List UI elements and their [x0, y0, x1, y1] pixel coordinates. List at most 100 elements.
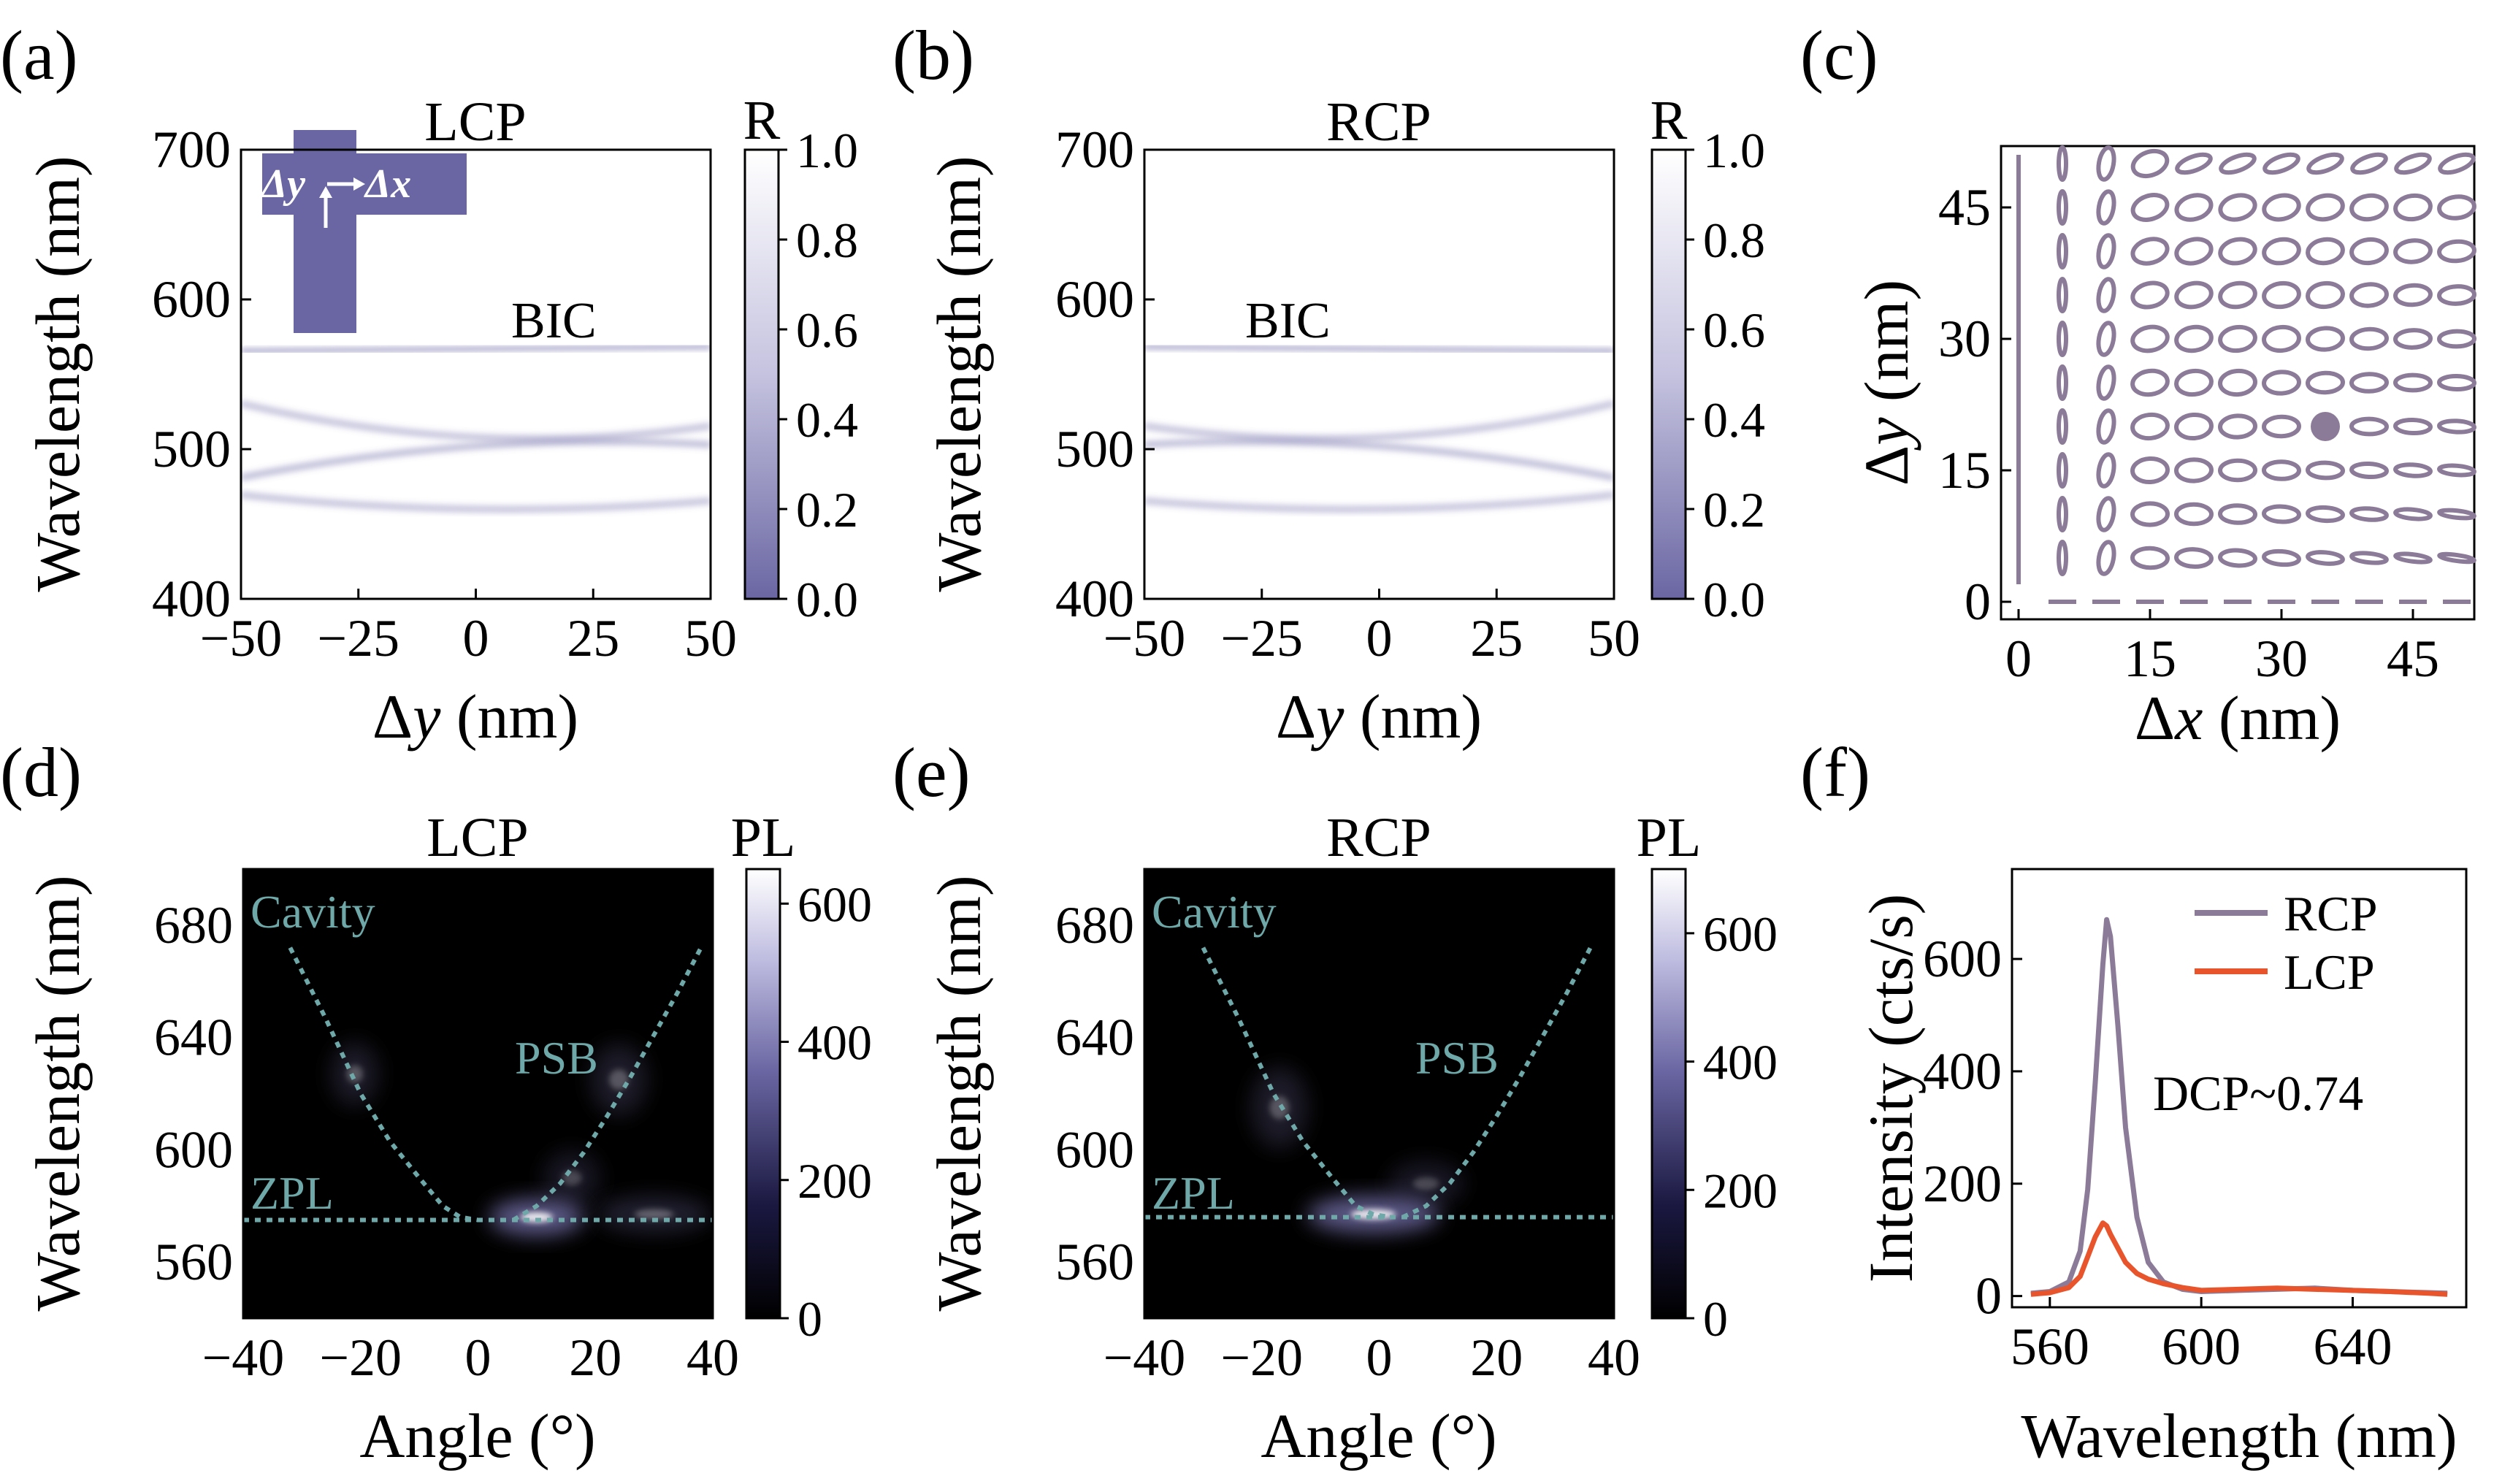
- polarization-ellipse: [2393, 507, 2433, 521]
- polarization-ellipse: [2349, 326, 2389, 351]
- colorbar-ticks-a: 0.0 0.2 0.4 0.6 0.8 1.0: [779, 123, 858, 627]
- polarization-ellipse: [2349, 416, 2389, 437]
- x-tick-label-c: 30: [2255, 630, 2308, 688]
- polarization-ellipse: [2219, 152, 2257, 175]
- polarization-ellipse: [2057, 408, 2068, 445]
- polarization-ellipse: [2057, 452, 2068, 489]
- annotation-cavity-e: Cavity: [1152, 886, 1277, 938]
- polarization-ellipse: [2096, 452, 2116, 489]
- annotation-bic-a: BIC: [511, 293, 597, 349]
- polarization-ellipse: [2438, 152, 2476, 175]
- polarization-ellipse: [2174, 412, 2214, 441]
- polarization-ellipse: [2306, 280, 2345, 310]
- title-a: LCP: [424, 91, 526, 153]
- reflectance-band-a: [241, 437, 711, 482]
- y-tick-label-e: 600: [1055, 1120, 1134, 1179]
- polarization-ellipse: [2096, 408, 2116, 445]
- colorbar-tick-label-e: 0: [1703, 1291, 1728, 1347]
- polarization-ellipse: [2393, 328, 2433, 350]
- polarization-ellipse: [2096, 496, 2116, 532]
- polarization-ellipse: [2174, 280, 2214, 310]
- polarization-ellipse: [2262, 504, 2301, 524]
- polarization-ellipse: [2130, 412, 2170, 441]
- colorbar-tick-label-a: 0.0: [796, 572, 858, 627]
- polarization-ellipse: [2306, 550, 2345, 566]
- dispersion-curves-d: [243, 946, 713, 1223]
- colorbar-tick-label-a: 0.4: [796, 392, 858, 448]
- y-tick-label-e: 560: [1055, 1233, 1134, 1291]
- pl-core: [346, 1065, 363, 1083]
- polarization-ellipse: [2057, 321, 2068, 357]
- legend-label-lcp: LCP: [2284, 944, 2375, 1000]
- structure-inset: Δy Δx: [260, 130, 467, 333]
- polarization-ellipse: [2437, 373, 2476, 392]
- polarization-ellipse: [2175, 152, 2213, 175]
- polarization-ellipse: [2174, 547, 2214, 569]
- polarization-ellipse: [2394, 152, 2432, 175]
- polarization-ellipse: [2306, 505, 2345, 524]
- polarization-ellipse: [2262, 237, 2301, 266]
- polarization-ellipse: [2437, 508, 2476, 521]
- y-tick-label-f: 0: [1975, 1267, 2002, 1326]
- polarization-ellipse: [2174, 324, 2214, 353]
- polarization-ellipse: [2057, 145, 2068, 182]
- polarization-ellipse: [2096, 189, 2116, 226]
- x-tick-label-e: −40: [1103, 1328, 1186, 1387]
- colorbar-label-e: PL: [1637, 807, 1702, 868]
- xlabel-d: Angle (°): [359, 1401, 595, 1471]
- polarization-ellipse: [2130, 368, 2170, 397]
- polarization-ellipse: [2218, 237, 2257, 266]
- polarization-ellipse: [2096, 233, 2116, 269]
- x-tick-label-b: 0: [1366, 609, 1393, 668]
- xlabel-f: Wavelength (nm): [2021, 1401, 2457, 1471]
- colorbar-tick-label-b: 1.0: [1703, 123, 1765, 178]
- x-tick-label-b: 50: [1588, 609, 1640, 668]
- panel-b: RCP BIC −50 −25 0 25 50 400 500 600 700 Waveleng…: [924, 90, 1765, 751]
- axes-b: −50 −25 0 25 50 400 500 600 700: [1055, 121, 1640, 668]
- polarization-ellipse: [2057, 496, 2068, 532]
- polarization-ellipse: [2349, 237, 2389, 266]
- polarization-ellipse: [2393, 551, 2433, 565]
- polarization-ellipse: [2096, 145, 2116, 182]
- polarization-ellipse: [2349, 193, 2389, 222]
- colorbar-tick-label-b: 0.8: [1703, 213, 1765, 268]
- x-tick-label-d: −20: [319, 1328, 402, 1387]
- colorbar-tick-label-b: 0.0: [1703, 572, 1765, 627]
- pl-core: [1269, 1096, 1290, 1120]
- x-tick-label-e: 0: [1366, 1328, 1393, 1387]
- colorbar-e: [1650, 868, 1687, 1320]
- polarization-ellipse: [2393, 462, 2433, 478]
- polarization-ellipse: [2174, 193, 2214, 222]
- x-tick-label-a: 25: [567, 609, 619, 668]
- y-tick-label-d: 640: [154, 1009, 233, 1067]
- colorbar-tick-label-a: 0.2: [796, 482, 858, 538]
- polarization-ellipse: [2349, 461, 2389, 480]
- y-tick-label-c: 30: [1938, 310, 1991, 368]
- annotation-psb-e: PSB: [1415, 1032, 1499, 1084]
- panel-d: LCP Cavity PSB ZPL −40 −20 0 20 40 560 600 640 6…: [23, 807, 872, 1471]
- ylabel-d: Wavelength (nm): [23, 875, 93, 1311]
- annotation-psb-d: PSB: [515, 1032, 598, 1084]
- x-tick-label-a: −25: [317, 609, 399, 668]
- polarization-ellipse: [2130, 324, 2170, 353]
- polarization-ellipse: [2057, 233, 2068, 269]
- x-tick-label-e: 20: [1470, 1328, 1523, 1387]
- polarization-ellipse: [2262, 152, 2300, 175]
- psb-curve: [512, 946, 703, 1223]
- polarization-ellipse: [2306, 370, 2345, 395]
- polarization-ellipse: [2096, 277, 2116, 313]
- annotation-zpl-e: ZPL: [1152, 1167, 1235, 1219]
- polarization-ellipse: [2130, 148, 2170, 179]
- polarization-ellipse: [2306, 193, 2345, 222]
- polarization-ellipse: [2174, 457, 2214, 483]
- polarization-ellipse: [2174, 237, 2214, 266]
- cavity-curve: [288, 946, 478, 1223]
- polarization-ellipse: [2437, 239, 2476, 264]
- polarization-ellipse: [2262, 548, 2301, 567]
- y-tick-label-a: 600: [152, 270, 231, 329]
- polarization-ellipse: [2262, 414, 2301, 439]
- plot-b-background: [1144, 150, 1614, 599]
- y-tick-label-d: 680: [154, 896, 233, 955]
